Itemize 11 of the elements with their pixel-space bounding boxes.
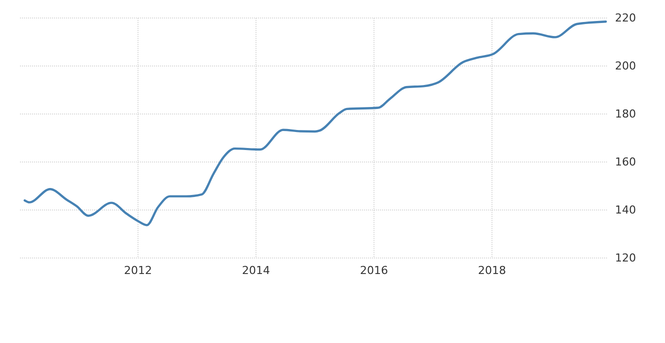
x-tick-label: 2012 [124,264,152,277]
x-tick-label: 2018 [478,264,506,277]
x-tick-label: 2016 [360,264,388,277]
y-tick-label: 200 [615,60,636,73]
y-tick-label: 180 [615,108,636,121]
x-tick-label: 2014 [242,264,270,277]
y-tick-label: 140 [615,204,636,217]
y-tick-label: 220 [615,12,636,25]
y-tick-label: 160 [615,156,636,169]
line-series [24,20,607,226]
y-tick-label: 120 [615,252,636,265]
